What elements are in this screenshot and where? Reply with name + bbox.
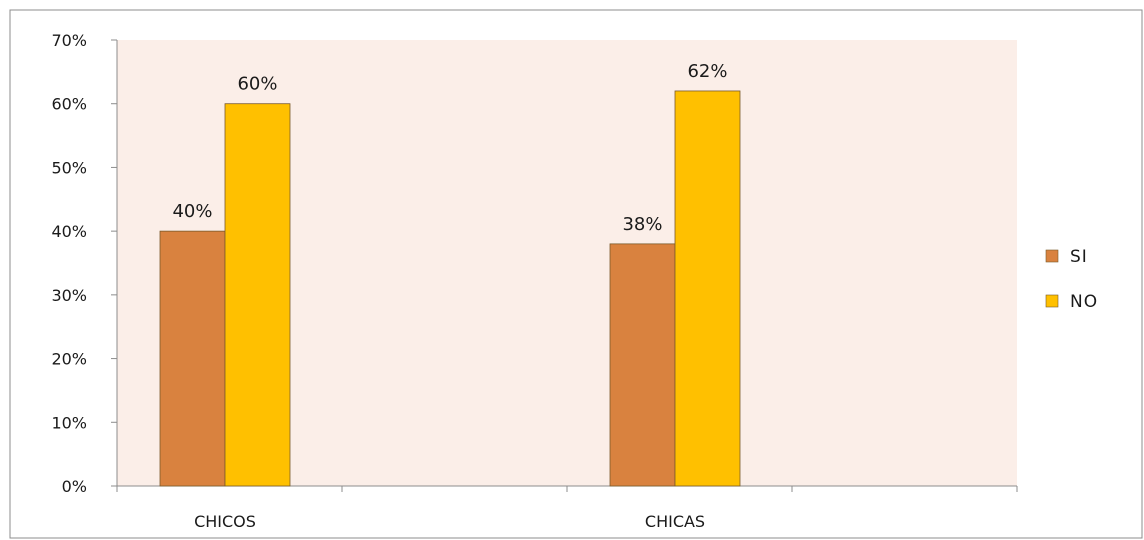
legend-swatch-si [1045, 249, 1059, 263]
y-tick-label: 20% [51, 350, 87, 369]
data-label: 40% [172, 201, 212, 222]
bars [159, 90, 741, 487]
x-category-label: CHICAS [645, 512, 705, 531]
bar-si-chicas [609, 243, 676, 487]
y-tick-label: 50% [51, 158, 87, 177]
y-tick-label: 30% [51, 286, 87, 305]
bar-si-chicos [159, 230, 226, 487]
data-labels: 40% 60% 38% 62% [172, 61, 727, 235]
y-tick-label: 40% [51, 222, 87, 241]
data-label: 62% [687, 61, 727, 82]
legend: SI NO [1045, 247, 1098, 312]
y-tick-label: 0% [62, 477, 87, 496]
legend-swatch-no [1045, 294, 1059, 308]
bar-no-chicos [224, 103, 291, 487]
legend-label-si: SI [1070, 247, 1088, 267]
y-tick-label: 10% [51, 413, 87, 432]
legend-label-no: NO [1070, 292, 1098, 312]
data-label: 60% [237, 74, 277, 95]
y-tick-label: 60% [51, 95, 87, 114]
x-category-label: CHICOS [194, 512, 256, 531]
bar-no-chicas [674, 90, 741, 487]
y-tick-label: 70% [51, 31, 87, 50]
axes: 0% 10% 20% 30% 40% 50% 60% 70% CHICOS CHICAS [51, 31, 1018, 531]
data-label: 38% [622, 214, 662, 235]
